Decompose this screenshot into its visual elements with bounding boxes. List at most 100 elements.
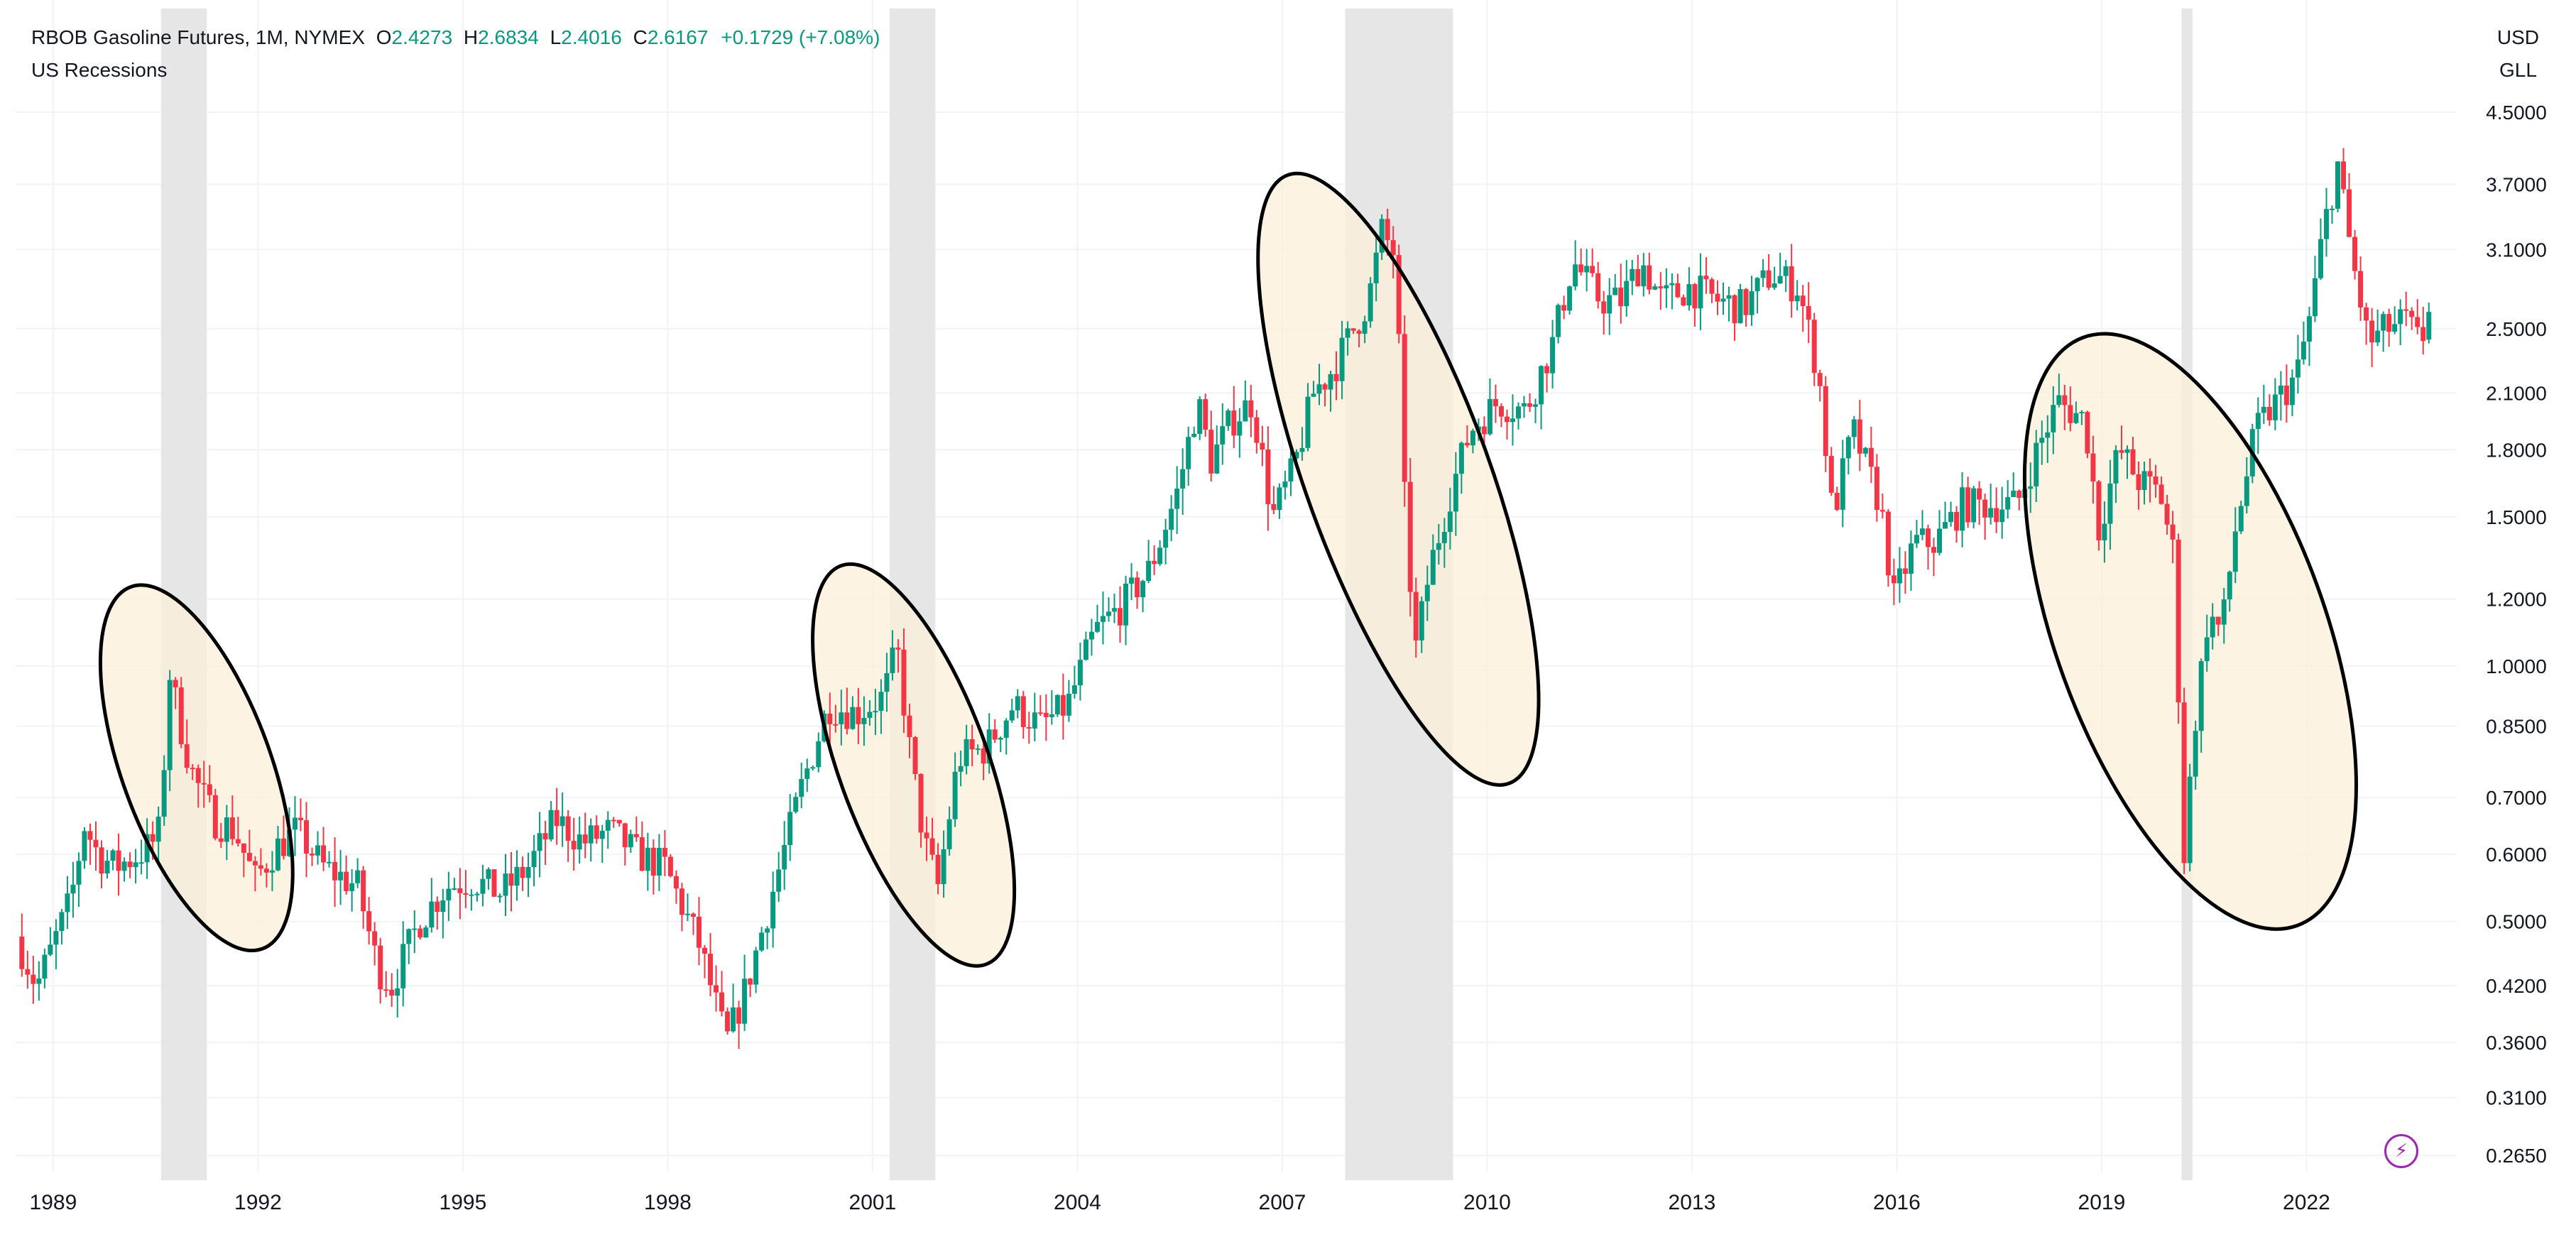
candle-body xyxy=(429,901,435,928)
candle-body xyxy=(383,989,389,991)
candle-body xyxy=(2204,637,2210,662)
candle-body xyxy=(986,729,992,764)
candle-body xyxy=(469,894,474,896)
candle-body xyxy=(1811,320,1817,374)
candle-body xyxy=(2193,731,2198,777)
lightning-icon[interactable]: ⚡︎ xyxy=(2384,1134,2418,1168)
candle-body xyxy=(1635,268,1641,287)
candle-body xyxy=(138,862,144,864)
candle-body xyxy=(1999,509,2005,523)
candle-body xyxy=(1664,285,1669,289)
price-axis[interactable]: 4.5000 3.7000 3.1000 2.5000 2.1000 1.8000 1.50… xyxy=(2486,102,2547,1167)
candle-body xyxy=(1441,532,1447,543)
candle-body xyxy=(2073,413,2079,423)
candle-body xyxy=(2398,309,2403,325)
candle-body xyxy=(2187,776,2193,864)
indicator-legend-row[interactable]: US Recessions xyxy=(31,59,168,81)
candle-body xyxy=(1379,219,1385,253)
x-tick-label: 2010 xyxy=(1463,1191,1511,1214)
candle-body xyxy=(76,861,82,885)
candle-body xyxy=(167,680,173,770)
candle-body xyxy=(867,712,873,718)
candle-body xyxy=(2124,449,2130,453)
candle-body xyxy=(1732,295,1737,324)
candle-body xyxy=(2056,395,2062,405)
highlight-ellipse[interactable] xyxy=(1201,143,1595,815)
candle-body xyxy=(1140,581,1146,597)
candle-body xyxy=(116,850,121,871)
candle-body xyxy=(1060,694,1066,716)
candle-body xyxy=(1743,289,1749,315)
candle-body xyxy=(2301,342,2306,360)
candle-body xyxy=(1083,639,1088,660)
candle-body xyxy=(121,861,127,871)
candle-body xyxy=(184,744,190,768)
candle-body xyxy=(594,825,599,839)
candle-body xyxy=(793,797,799,812)
candle-body xyxy=(344,871,349,891)
candle-body xyxy=(1630,268,1635,281)
candle-body xyxy=(1094,621,1100,632)
candle-body xyxy=(520,866,525,878)
candle-body xyxy=(2051,405,2056,432)
candle-body xyxy=(1914,535,1919,544)
candle-body xyxy=(1237,421,1243,436)
candle-body xyxy=(628,834,633,848)
y-tick-label: 1.8000 xyxy=(2486,439,2547,461)
x-tick-label: 1989 xyxy=(30,1191,77,1214)
candle-body xyxy=(321,845,327,863)
highlight-ellipse[interactable] xyxy=(771,540,1057,990)
candle-body xyxy=(878,692,884,712)
candle-body xyxy=(463,893,469,895)
candle-body xyxy=(1373,252,1379,283)
candle-body xyxy=(1071,685,1077,694)
candle-body xyxy=(150,834,155,842)
candle-body xyxy=(588,825,594,844)
candle-body xyxy=(1174,489,1180,509)
highlight-ellipse[interactable] xyxy=(60,562,332,974)
candle-body xyxy=(1527,403,1533,407)
candle-body xyxy=(2159,484,2164,504)
candle-body xyxy=(2421,327,2426,342)
candle-body xyxy=(1049,714,1054,717)
candle-body xyxy=(2364,307,2369,321)
candle-body xyxy=(1407,481,1413,592)
candle-body xyxy=(2272,394,2278,420)
low-key: L xyxy=(550,26,562,48)
candle-body xyxy=(639,837,645,871)
candle-body xyxy=(1590,266,1595,273)
candle-body xyxy=(2039,437,2045,443)
candle-body xyxy=(1470,430,1475,446)
candle-body xyxy=(833,724,839,726)
candle-body xyxy=(1453,474,1458,512)
candle-body xyxy=(946,819,952,849)
candle-body xyxy=(605,819,611,831)
open-value: 2.4273 xyxy=(391,26,453,48)
candle-body xyxy=(708,954,714,986)
highlight-ellipse[interactable] xyxy=(1957,291,2424,971)
candle-body xyxy=(2278,385,2283,395)
candle-body xyxy=(929,838,935,855)
candle-body xyxy=(736,1007,742,1024)
candle-body xyxy=(662,847,667,857)
candle-body xyxy=(440,900,446,913)
candle-body xyxy=(190,768,195,770)
candle-body xyxy=(827,713,833,724)
candle-body xyxy=(981,748,986,764)
candle-body xyxy=(1578,264,1584,273)
candle-body xyxy=(1271,503,1277,511)
candle-body xyxy=(480,878,486,894)
y-tick-label: 0.2650 xyxy=(2486,1145,2547,1167)
instrument-legend-row[interactable]: RBOB Gasoline Futures, 1M, NYMEX O2.4273… xyxy=(31,21,880,54)
candle-body xyxy=(1464,442,1470,446)
candle-body xyxy=(1305,396,1311,448)
candle-body xyxy=(2198,661,2204,731)
price-scale-unit[interactable]: USD GLL xyxy=(2497,21,2539,87)
candle-body xyxy=(1362,321,1368,334)
candle-body xyxy=(844,712,850,729)
candle-body xyxy=(856,707,861,724)
candle-body xyxy=(1282,481,1288,488)
time-axis[interactable]: 1989 1992 1995 1998 2001 2004 2007 2010 2013 2016… xyxy=(30,1191,2330,1214)
high-key: H xyxy=(463,26,479,48)
